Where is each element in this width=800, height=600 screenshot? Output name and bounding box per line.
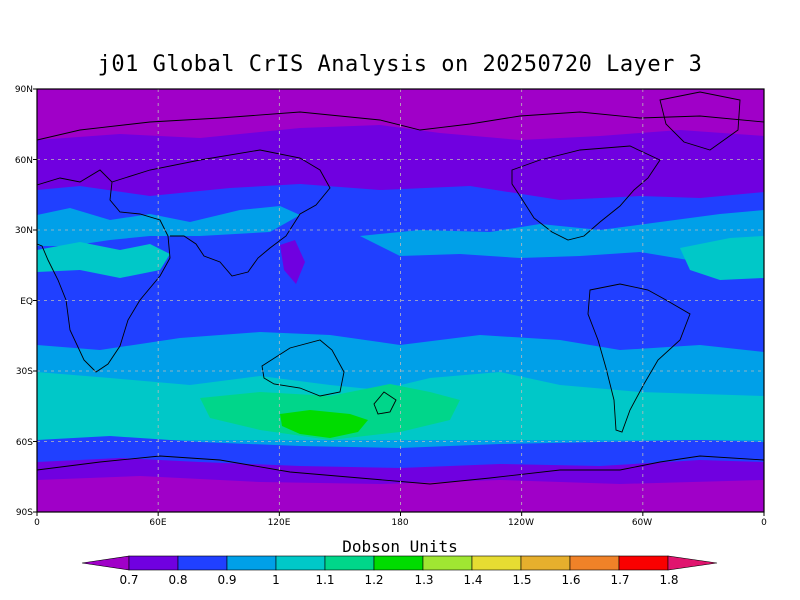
lon-label-0: 0 [34, 518, 40, 528]
colorbar-label-9: 1.6 [561, 573, 580, 587]
colorbar-labels: 0.7 0.8 0.9 1 1.1 1.2 1.3 1.4 1.5 1.6 1.… [119, 573, 678, 587]
colorbar-label-6: 1.3 [414, 573, 433, 587]
band-south-polar [37, 476, 764, 512]
colorbar-label-5: 1.2 [364, 573, 383, 587]
colorbar-swatch [373, 555, 424, 571]
colorbar-label-10: 1.7 [610, 573, 629, 587]
lon-label-180: 180 [391, 518, 408, 528]
coast-africa-europe [37, 169, 171, 373]
coast-australia [261, 339, 345, 397]
colorbar-label-3: 1 [272, 573, 280, 587]
colorbar-label-2: 0.9 [217, 573, 236, 587]
colorbar-swatch [324, 555, 375, 571]
lon-label-120e: 120E [268, 518, 291, 528]
band-equatorial-pocket [280, 240, 305, 284]
lat-label-eq: EQ [20, 297, 33, 307]
coast-south-america [587, 283, 691, 433]
band-south-pacific-max [280, 410, 368, 438]
lat-label-90n: 90N [15, 85, 33, 95]
lon-labels: 0 60E 120E 180 120W 60W 0 [34, 518, 767, 528]
lon-label-60e: 60E [149, 518, 166, 528]
axis-ticks [33, 88, 765, 516]
colorbar-high-arrow [667, 555, 718, 571]
coast-north-america [511, 145, 661, 241]
lon-label-60w: 60W [632, 518, 652, 528]
coast-greenland [659, 91, 741, 151]
colorbar-swatch [422, 555, 473, 571]
colorbar [81, 555, 718, 571]
band-pacific-north-cyan [360, 210, 764, 262]
band-north-africa-teal [37, 242, 170, 278]
colorbar-swatch [177, 555, 228, 571]
colorbar-swatch [226, 555, 277, 571]
colorbar-low-arrow [81, 555, 130, 571]
colorbar-label-4: 1.1 [315, 573, 334, 587]
colorbar-label-8: 1.5 [512, 573, 531, 587]
colorbar-swatch [471, 555, 522, 571]
colorbar-title: Dobson Units [342, 537, 458, 556]
lon-label-120w: 120W [508, 518, 534, 528]
chart-title: j01 Global CrIS Analysis on 20250720 Lay… [97, 52, 703, 77]
lat-label-60s: 60S [16, 438, 33, 448]
colorbar-swatch [569, 555, 620, 571]
coast-arctic-north [37, 111, 764, 141]
coastlines [37, 91, 764, 485]
grid-lines [37, 89, 764, 512]
coast-asia [111, 149, 331, 277]
lat-label-90s: 90S [16, 508, 33, 518]
colorbar-label-1: 0.8 [168, 573, 187, 587]
lon-label-0-end: 0 [761, 518, 767, 528]
colorbar-swatch [520, 555, 571, 571]
colorbar-swatch [275, 555, 326, 571]
colorbar-label-0: 0.7 [119, 573, 138, 587]
colorbar-swatch [128, 555, 179, 571]
coast-new-zealand [373, 391, 397, 415]
lat-labels: 90N 60N 30N EQ 30S 60S 90S [15, 85, 33, 518]
coast-antarctica [37, 455, 764, 485]
band-subtropic-north-cyan [37, 206, 300, 246]
band-atlantic-teal [680, 236, 764, 280]
colorbar-label-7: 1.4 [463, 573, 482, 587]
lat-label-60n: 60N [15, 156, 33, 166]
lat-label-30s: 30S [16, 367, 33, 377]
lat-label-30n: 30N [15, 226, 33, 236]
colorbar-label-11: 1.8 [659, 573, 678, 587]
colorbar-swatch [618, 555, 669, 571]
